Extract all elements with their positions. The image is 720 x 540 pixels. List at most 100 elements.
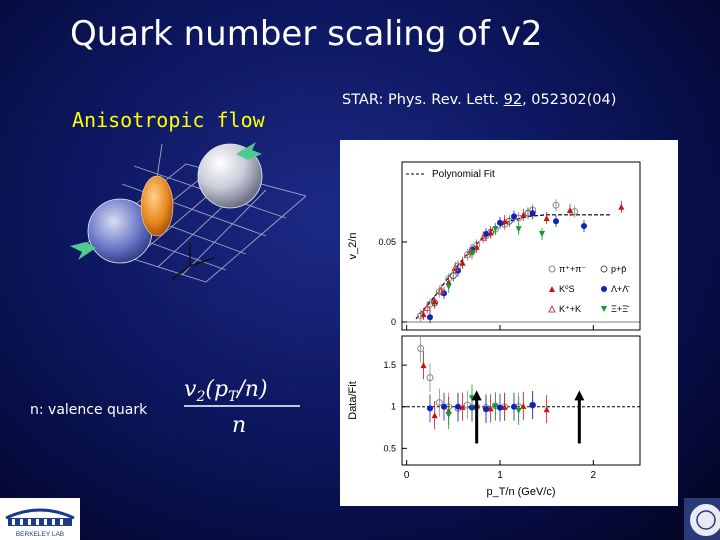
bottom-panel-frame [401, 335, 641, 466]
data-point [431, 298, 438, 305]
citation: STAR: Phys. Rev. Lett. 92, 052302(04) [342, 92, 616, 108]
formula-sub: 2 [195, 389, 205, 405]
formula-rest: /n) [235, 377, 267, 402]
nucleus-right-icon [197, 143, 263, 209]
formula-sub2: T [228, 389, 239, 405]
citation-prefix: STAR: Phys. Rev. Lett. [342, 92, 504, 108]
legend-marker [548, 265, 556, 273]
x-axis-label: p_T/n (GeV/c) [486, 486, 555, 498]
citation-volume: 92 [503, 92, 523, 108]
data-point [539, 231, 545, 237]
data-point [553, 218, 559, 225]
legend-marker [548, 304, 556, 313]
valence-quark-label: n: valence quark [30, 402, 148, 418]
data-point [487, 405, 494, 412]
polynomial-fit-curve [415, 214, 612, 320]
data-point [552, 201, 560, 209]
legend-marker [600, 265, 608, 273]
y-axis-label-top: v_2/n [347, 233, 359, 260]
data-point [435, 399, 443, 407]
legend-label: π⁺+π⁻ [559, 264, 586, 274]
data-point [501, 403, 508, 410]
data-point [427, 314, 433, 321]
arrow-head [574, 390, 585, 401]
y-axis-label-bottom: Data/Fit [347, 381, 359, 420]
overlap-region-icon [140, 175, 174, 237]
legend-label: p+p̄ [611, 264, 626, 274]
data-point [455, 403, 461, 410]
data-point [567, 207, 573, 213]
data-point [543, 215, 550, 221]
data-point [505, 217, 513, 225]
data-point [420, 311, 427, 317]
data-point [618, 203, 625, 210]
data-point [511, 403, 517, 410]
data-point [520, 211, 527, 218]
institution-seal-icon [684, 498, 720, 540]
data-point [492, 403, 499, 410]
slide-title: Quark number scaling of v2 [70, 14, 543, 54]
data-point [515, 407, 522, 414]
formula-denominator: n [232, 413, 246, 438]
berkeley-lab-logo: BERKELEY LAB [0, 498, 80, 540]
data-point [487, 229, 494, 236]
data-point [497, 404, 503, 411]
anisotropic-flow-diagram [70, 142, 306, 283]
data-point [529, 402, 536, 409]
top-panel-frame [401, 161, 641, 331]
legend-title: Polynomial Fit [432, 169, 495, 180]
page-number: 32 [659, 478, 673, 492]
y-tick-label: 0.05 [378, 237, 396, 247]
data-point [445, 412, 452, 419]
legend-marker [549, 286, 555, 292]
data-point [520, 402, 527, 409]
data-point [511, 213, 517, 220]
data-point [543, 406, 550, 413]
citation-suffix: , 052302(04) [522, 92, 617, 108]
data-point [483, 406, 489, 413]
legend-label: K⁰S [559, 284, 575, 294]
x-tick-label: 1 [497, 470, 503, 481]
axes-icon [171, 242, 215, 280]
star-figure-svg: 0 1 2 0 0.05 0.5 1 1.5 v_2/n Data/Fit p_T/n (GeV/c… [347, 161, 641, 498]
data-point [459, 403, 466, 410]
y-tick-label: 1 [391, 402, 396, 412]
data-point [479, 233, 488, 241]
data-point [417, 344, 425, 352]
svg-text:v2(pT/n): v2(pT/n) [184, 377, 268, 405]
x-tick-label: 2 [591, 470, 597, 481]
y-tick-label: 0 [391, 317, 396, 327]
data-point [449, 272, 457, 280]
flow-arrow-icon [70, 242, 96, 260]
star-figure: 0 1 2 0 0.05 0.5 1 1.5 v_2/n Data/Fit p_T/n (GeV/c… [340, 140, 678, 506]
data-point [441, 403, 447, 410]
data-point [581, 223, 587, 229]
data-point [423, 303, 432, 312]
data-point [473, 243, 480, 250]
arrow-head [471, 390, 482, 401]
scaling-formula: v2(pT/n) n [184, 377, 300, 438]
data-point [427, 405, 433, 412]
data-point [501, 218, 508, 225]
data-point [459, 259, 466, 266]
data-point [529, 210, 536, 217]
data-point [469, 250, 475, 257]
legend-marker [601, 286, 607, 292]
data-point [492, 226, 499, 233]
anisotropic-flow-label: Anisotropic flow [72, 108, 265, 132]
legend-label: Λ+Λ̄ [611, 284, 630, 294]
legend-label: K⁺+K [559, 304, 581, 314]
data-point [431, 412, 438, 419]
data-point [515, 226, 522, 233]
data-point [463, 401, 471, 409]
legend-marker [601, 306, 607, 312]
formula-args: (p [205, 377, 228, 402]
formula-v: v [184, 377, 197, 402]
legend-label: Ξ+Ξ̄ [611, 304, 630, 314]
data-point [483, 231, 489, 237]
x-tick-label: 0 [404, 470, 410, 481]
svg-text:BERKELEY LAB: BERKELEY LAB [16, 531, 64, 538]
y-tick-label: 0.5 [383, 443, 396, 453]
data-point [445, 283, 452, 290]
flow-arrow-icon [236, 142, 262, 160]
